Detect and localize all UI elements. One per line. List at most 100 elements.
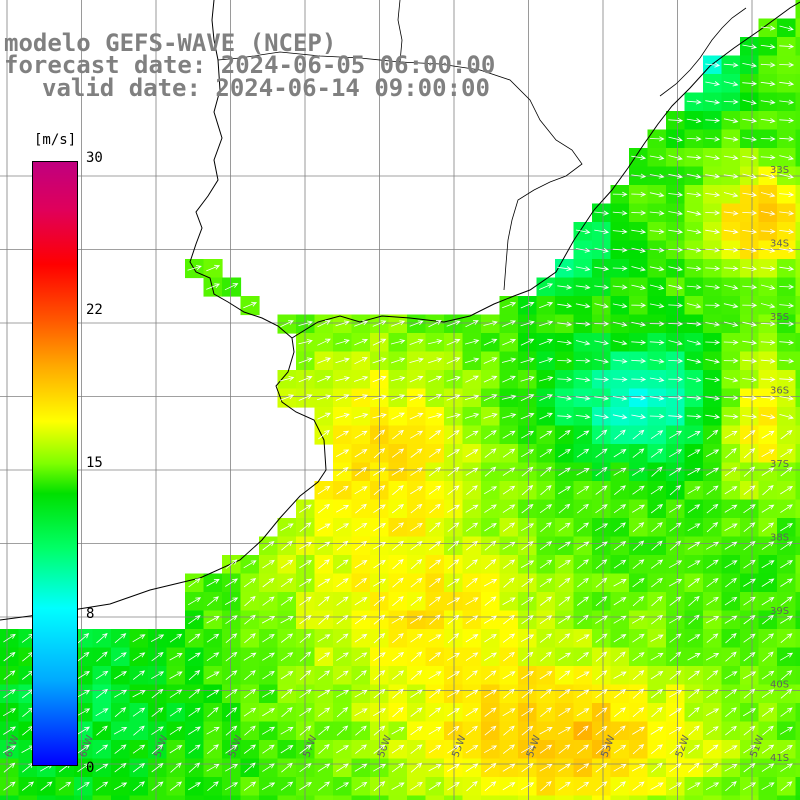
wind-arrow: [780, 504, 793, 513]
wind-arrow: [760, 376, 776, 382]
wind-arrow: [392, 633, 404, 644]
speed-cell: [536, 555, 556, 575]
wind-arrow: [779, 321, 795, 327]
speed-cell: [259, 536, 279, 556]
wind-arrow: [668, 192, 684, 198]
wind-arrow: [780, 486, 793, 495]
speed-cell: [129, 777, 149, 797]
wind-arrow: [114, 652, 127, 662]
wind-arrow: [613, 467, 627, 476]
speed-cell: [721, 647, 741, 667]
wind-arrow: [779, 414, 794, 420]
speed-cell: [388, 777, 408, 797]
speed-cell: [444, 518, 464, 538]
speed-cell: [555, 518, 575, 538]
speed-cell: [203, 758, 223, 778]
wind-arrow: [243, 707, 257, 717]
speed-cell: [592, 610, 612, 630]
speed-cell: [555, 758, 575, 778]
wind-arrow: [650, 503, 664, 514]
wind-arrow: [668, 284, 684, 290]
speed-cell: [333, 518, 353, 538]
wind-arrow: [447, 781, 460, 791]
wind-arrow: [613, 449, 627, 458]
wind-arrow: [428, 320, 442, 328]
speed-cell: [314, 333, 334, 353]
speed-cell: [277, 555, 297, 575]
speed-cell: [240, 666, 260, 686]
speed-cell: [388, 536, 408, 556]
wind-arrow: [742, 671, 757, 679]
speed-cell: [795, 296, 800, 316]
wind-arrow: [761, 430, 775, 439]
wind-arrow: [761, 763, 775, 772]
speed-cell: [795, 555, 800, 575]
wind-arrow: [465, 615, 479, 624]
wind-arrow: [614, 725, 626, 736]
wind-arrow: [760, 395, 776, 401]
wind-arrow: [632, 485, 645, 495]
wind-arrow: [243, 301, 258, 309]
wind-arrow: [762, 484, 774, 496]
wind-arrow: [631, 210, 647, 216]
speed-cell: [92, 758, 112, 778]
wind-arrow: [614, 707, 626, 718]
wind-arrow: [354, 430, 368, 439]
speed-cell: [92, 740, 112, 760]
wind-arrow: [392, 577, 404, 588]
speed-cell: [610, 444, 630, 464]
wind-arrow: [132, 744, 146, 754]
speed-cell: [555, 795, 575, 800]
speed-cell: [296, 666, 316, 686]
wind-arrow: [779, 726, 794, 735]
wind-arrow: [742, 321, 758, 327]
speed-cell: [758, 462, 778, 482]
speed-cell: [684, 481, 704, 501]
wind-arrow: [761, 670, 775, 680]
wind-arrow: [317, 357, 332, 364]
speed-cell: [111, 703, 131, 723]
speed-cell: [277, 518, 297, 538]
wind-arrow: [2, 708, 17, 717]
speed-cell: [333, 666, 353, 686]
speed-cell: [240, 647, 260, 667]
wind-arrow: [262, 708, 275, 717]
wind-arrow: [132, 652, 146, 661]
wind-arrow: [595, 541, 608, 550]
wind-arrow: [743, 447, 756, 459]
speed-cell: [647, 462, 667, 482]
wind-arrow: [706, 503, 719, 514]
speed-cell: [277, 777, 297, 797]
speed-cell: [148, 795, 168, 800]
wind-arrow: [614, 485, 626, 496]
speed-cell: [629, 536, 649, 556]
speed-cell: [444, 795, 464, 800]
wind-arrow: [743, 596, 756, 606]
wind-arrow: [669, 726, 683, 735]
speed-cell: [499, 425, 519, 445]
wind-arrow: [725, 632, 737, 644]
wind-arrow: [669, 484, 682, 496]
wind-arrow: [705, 782, 720, 791]
speed-cell: [314, 684, 334, 704]
speed-cell: [203, 592, 223, 612]
wind-arrow: [686, 192, 702, 198]
wind-arrow: [484, 504, 497, 513]
speed-cell: [703, 481, 723, 501]
speed-cell: [314, 518, 334, 538]
speed-cell: [573, 555, 593, 575]
speed-cell: [111, 647, 131, 667]
speed-cell: [388, 703, 408, 723]
speed-cell: [0, 721, 20, 741]
speed-cell: [462, 592, 482, 612]
wind-arrow: [336, 633, 349, 643]
speed-cell: [240, 555, 260, 575]
wind-arrow: [687, 430, 701, 439]
wind-arrow: [447, 708, 460, 717]
speed-cell: [758, 795, 778, 800]
wind-arrow: [373, 504, 386, 513]
speed-cell: [333, 573, 353, 593]
wind-arrow: [318, 743, 330, 755]
wind-arrow: [575, 414, 591, 420]
wind-arrow: [446, 394, 461, 401]
